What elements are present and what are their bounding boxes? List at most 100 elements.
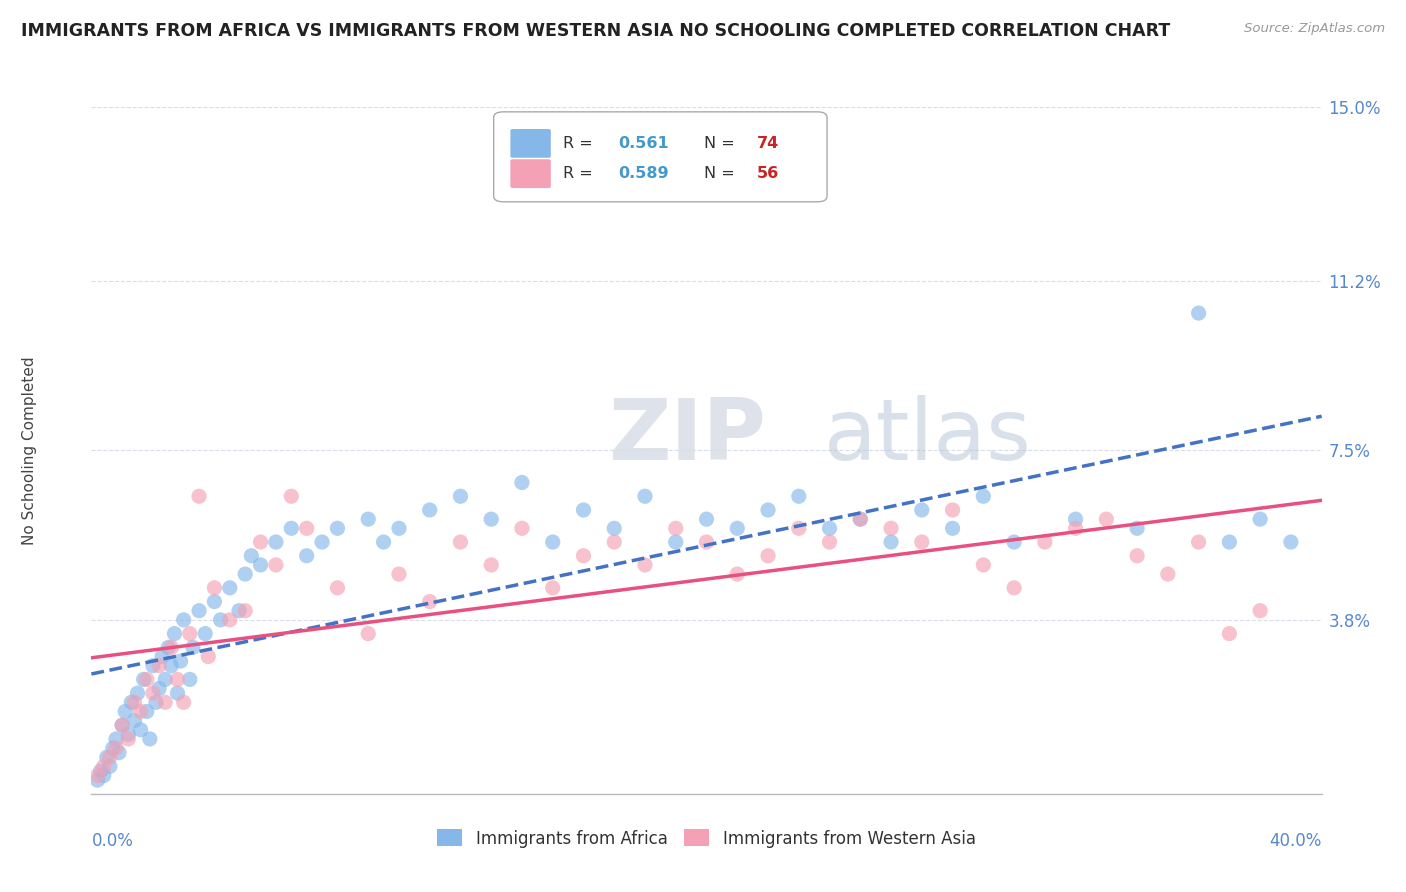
Point <box>373 535 395 549</box>
Point <box>1002 535 1025 549</box>
Point <box>264 558 287 572</box>
Point <box>818 535 841 549</box>
Text: 0.589: 0.589 <box>617 166 669 181</box>
Point <box>911 535 934 549</box>
Point <box>449 489 471 503</box>
Point <box>357 512 380 526</box>
Point <box>117 731 139 746</box>
Point <box>127 686 149 700</box>
Point <box>541 535 564 549</box>
Point <box>86 768 108 782</box>
Point <box>120 695 142 709</box>
Point <box>160 658 183 673</box>
Point <box>86 773 108 788</box>
Text: atlas: atlas <box>824 395 1032 478</box>
Text: No Schooling Completed: No Schooling Completed <box>22 356 38 545</box>
Point <box>181 640 204 655</box>
Point <box>142 686 165 700</box>
Text: R =: R = <box>562 136 598 151</box>
Point <box>179 673 201 687</box>
Point <box>1002 581 1025 595</box>
Point <box>311 535 333 549</box>
Text: 0.0%: 0.0% <box>91 831 134 850</box>
Point <box>1218 535 1240 549</box>
Point <box>419 503 441 517</box>
Point <box>1187 535 1209 549</box>
Point <box>634 558 657 572</box>
Point <box>388 521 411 535</box>
Text: ZIP: ZIP <box>607 395 766 478</box>
Point <box>1033 535 1056 549</box>
Point <box>114 705 136 719</box>
Point <box>197 649 219 664</box>
Point <box>249 558 271 572</box>
Point <box>849 512 872 526</box>
Point <box>1187 306 1209 320</box>
Point <box>129 723 152 737</box>
Point <box>665 535 688 549</box>
Point <box>818 521 841 535</box>
Point <box>228 604 250 618</box>
Text: 0.561: 0.561 <box>617 136 669 151</box>
Point <box>1249 512 1271 526</box>
FancyBboxPatch shape <box>509 128 551 159</box>
Point <box>111 718 134 732</box>
Point <box>603 535 626 549</box>
Text: 40.0%: 40.0% <box>1270 831 1322 850</box>
Point <box>135 673 157 687</box>
Point <box>695 535 717 549</box>
Point <box>101 741 124 756</box>
Point <box>972 489 994 503</box>
Point <box>479 558 502 572</box>
Point <box>157 640 180 655</box>
Point <box>124 695 146 709</box>
Point <box>145 695 167 709</box>
Point <box>1064 512 1087 526</box>
Point <box>132 673 155 687</box>
Point <box>163 626 186 640</box>
Point <box>169 654 191 668</box>
Point <box>756 503 779 517</box>
Point <box>1126 549 1149 563</box>
Point <box>787 489 810 503</box>
Point <box>695 512 717 526</box>
Point <box>634 489 657 503</box>
Point <box>1218 626 1240 640</box>
Point <box>93 759 115 773</box>
Point <box>150 649 173 664</box>
Point <box>202 594 225 608</box>
Point <box>160 640 183 655</box>
Point <box>510 475 533 490</box>
Point <box>135 705 157 719</box>
Point <box>194 626 217 640</box>
Point <box>218 613 240 627</box>
Point <box>96 750 118 764</box>
Point <box>449 535 471 549</box>
Point <box>105 731 127 746</box>
Point <box>849 512 872 526</box>
Text: 74: 74 <box>756 136 779 151</box>
Point <box>787 521 810 535</box>
Point <box>295 549 318 563</box>
Point <box>572 503 595 517</box>
Point <box>756 549 779 563</box>
Text: N =: N = <box>704 166 740 181</box>
Point <box>388 567 411 582</box>
Point <box>173 613 195 627</box>
Point <box>98 750 121 764</box>
Point <box>326 521 349 535</box>
Point <box>419 594 441 608</box>
FancyBboxPatch shape <box>494 112 827 202</box>
Text: IMMIGRANTS FROM AFRICA VS IMMIGRANTS FROM WESTERN ASIA NO SCHOOLING COMPLETED CO: IMMIGRANTS FROM AFRICA VS IMMIGRANTS FRO… <box>21 22 1170 40</box>
Point <box>179 626 201 640</box>
Point <box>93 768 115 782</box>
Point <box>725 521 748 535</box>
Point <box>173 695 195 709</box>
Point <box>117 727 139 741</box>
Point <box>148 681 170 696</box>
Point <box>295 521 318 535</box>
Point <box>249 535 271 549</box>
Legend: Immigrants from Africa, Immigrants from Western Asia: Immigrants from Africa, Immigrants from … <box>430 822 983 855</box>
Point <box>603 521 626 535</box>
Point <box>1279 535 1302 549</box>
